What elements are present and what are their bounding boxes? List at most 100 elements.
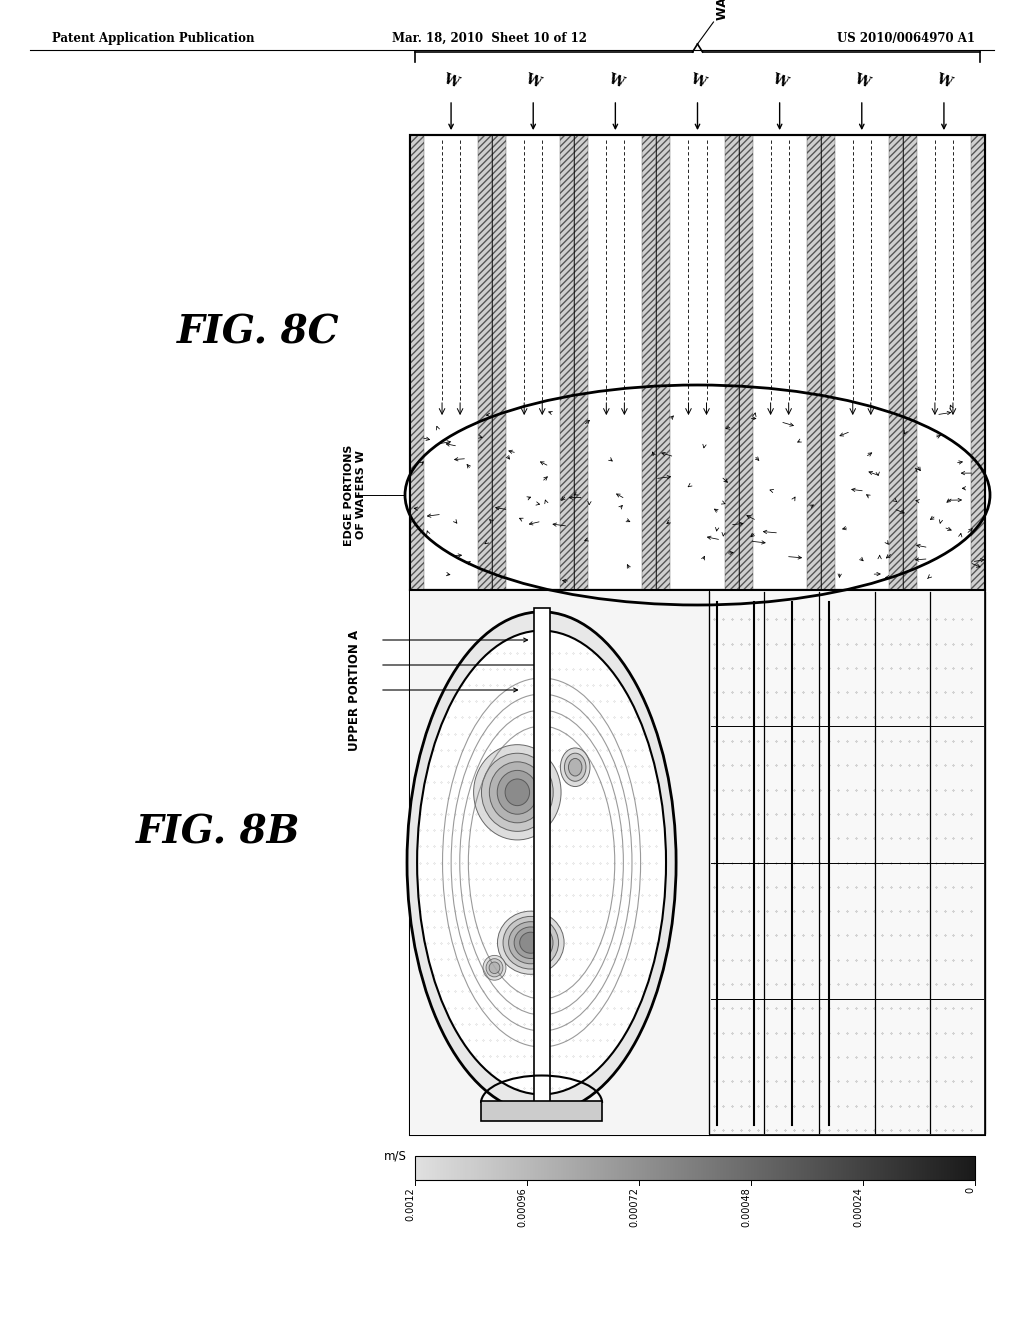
Ellipse shape	[474, 744, 561, 840]
Ellipse shape	[417, 631, 666, 1094]
Bar	[684, 1156, 687, 1180]
Bar	[802, 1156, 805, 1180]
Text: W: W	[605, 71, 625, 90]
Text: UPPER PORTION A: UPPER PORTION A	[348, 630, 361, 751]
Bar	[426, 1156, 429, 1180]
Bar	[889, 135, 903, 590]
Bar	[723, 1156, 726, 1180]
Bar	[443, 1156, 446, 1180]
Bar	[894, 1156, 897, 1180]
Bar	[922, 1156, 925, 1180]
Bar	[544, 1156, 547, 1180]
Ellipse shape	[489, 762, 546, 822]
Bar	[482, 1156, 485, 1180]
Text: 0: 0	[965, 1187, 975, 1193]
Bar	[826, 1156, 829, 1180]
Ellipse shape	[568, 759, 582, 776]
Bar	[487, 1156, 492, 1180]
Text: Mar. 18, 2010  Sheet 10 of 12: Mar. 18, 2010 Sheet 10 of 12	[392, 32, 588, 45]
Text: W: W	[934, 71, 953, 90]
Bar	[613, 1156, 617, 1180]
Bar	[547, 1156, 550, 1180]
Bar	[799, 1156, 802, 1180]
Bar	[440, 1156, 443, 1180]
Ellipse shape	[520, 932, 542, 953]
Bar	[673, 1156, 676, 1180]
Bar	[821, 1156, 824, 1180]
Bar	[891, 1156, 894, 1180]
Bar	[481, 1101, 602, 1121]
Bar	[838, 1156, 841, 1180]
Bar	[952, 1156, 955, 1180]
Bar	[729, 1156, 732, 1180]
Ellipse shape	[481, 754, 553, 832]
Bar	[510, 1156, 513, 1180]
Bar	[913, 1156, 916, 1180]
Bar	[665, 1156, 668, 1180]
Bar	[687, 1156, 690, 1180]
Bar	[857, 1156, 861, 1180]
Bar	[950, 1156, 953, 1180]
Text: W: W	[770, 71, 790, 90]
Bar	[589, 1156, 592, 1180]
Bar	[855, 1156, 858, 1180]
Bar	[636, 1156, 640, 1180]
Bar	[421, 1156, 424, 1180]
Bar	[681, 1156, 684, 1180]
Bar	[815, 1156, 819, 1180]
Bar	[709, 590, 985, 1135]
Bar	[678, 1156, 682, 1180]
Bar	[709, 1156, 713, 1180]
Bar	[967, 1156, 970, 1180]
Text: m/S: m/S	[384, 1150, 407, 1163]
Bar	[820, 135, 835, 590]
Text: FIG. 8C: FIG. 8C	[177, 314, 339, 351]
Bar	[916, 1156, 920, 1180]
Bar	[835, 1156, 839, 1180]
Bar	[560, 135, 574, 590]
Bar	[634, 1156, 637, 1180]
Ellipse shape	[407, 611, 676, 1113]
Bar	[623, 1156, 626, 1180]
Bar	[460, 1156, 463, 1180]
Bar	[810, 1156, 813, 1180]
Bar	[410, 135, 985, 590]
Bar	[600, 1156, 603, 1180]
Bar	[749, 1156, 752, 1180]
Bar	[829, 1156, 833, 1180]
Bar	[939, 1156, 942, 1180]
Bar	[718, 1156, 721, 1180]
Bar	[902, 1156, 905, 1180]
Text: W: W	[852, 71, 871, 90]
Bar	[468, 1156, 471, 1180]
Bar	[941, 1156, 945, 1180]
Bar	[739, 1156, 743, 1180]
Text: FIG. 8B: FIG. 8B	[136, 813, 300, 851]
Bar	[689, 1156, 692, 1180]
Bar	[734, 1156, 737, 1180]
Bar	[852, 1156, 855, 1180]
Bar	[844, 1156, 847, 1180]
Bar	[707, 1156, 710, 1180]
Bar	[455, 1156, 458, 1180]
Text: W: W	[441, 71, 461, 90]
Bar	[703, 1156, 707, 1180]
Ellipse shape	[498, 911, 564, 974]
Bar	[485, 1156, 488, 1180]
Ellipse shape	[505, 779, 529, 805]
Ellipse shape	[564, 754, 586, 781]
Bar	[804, 1156, 808, 1180]
Bar	[516, 1156, 519, 1180]
Bar	[479, 1156, 482, 1180]
Text: W: W	[688, 71, 708, 90]
Bar	[583, 1156, 587, 1180]
Text: 0.00096: 0.00096	[517, 1187, 527, 1226]
Bar	[771, 1156, 774, 1180]
Bar	[463, 1156, 466, 1180]
Bar	[563, 1156, 566, 1180]
Bar	[505, 1156, 508, 1180]
Text: WAFERS W: WAFERS W	[716, 0, 728, 20]
Bar	[818, 1156, 821, 1180]
Bar	[415, 1156, 975, 1180]
Bar	[541, 1156, 545, 1180]
